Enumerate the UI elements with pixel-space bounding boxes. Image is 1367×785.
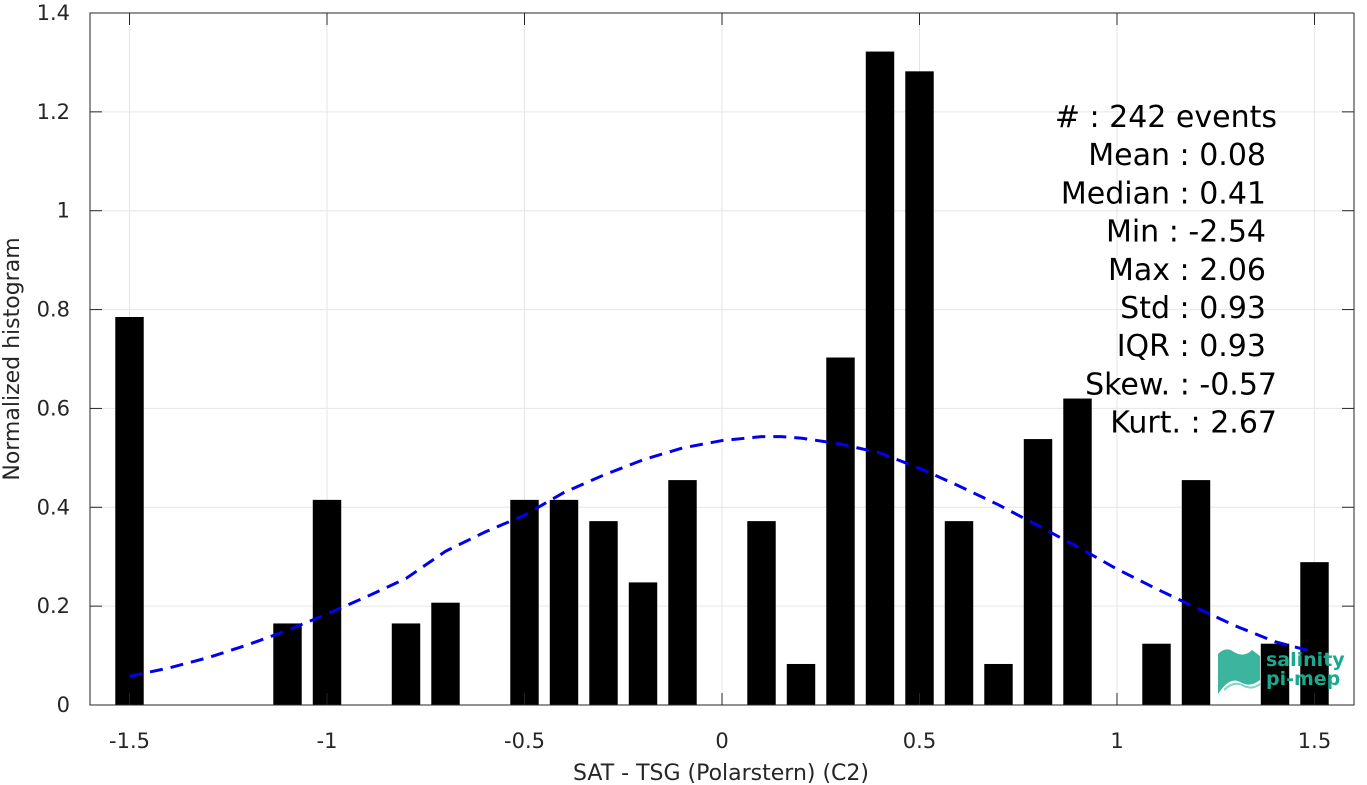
x-tick-label: 0.5 bbox=[903, 729, 936, 753]
histogram-bar bbox=[668, 480, 697, 705]
y-tick-label: 0.4 bbox=[37, 495, 70, 519]
y-tick-label: 1.4 bbox=[37, 1, 70, 25]
stat-line: Max : 2.06 bbox=[1108, 253, 1266, 288]
stat-line: IQR : 0.93 bbox=[1117, 329, 1266, 364]
stat-line: Median : 0.41 bbox=[1061, 176, 1266, 211]
y-tick-label: 0 bbox=[57, 693, 70, 717]
histogram-bar bbox=[589, 521, 618, 705]
stat-line: Std : 0.93 bbox=[1120, 291, 1266, 326]
histogram-bar bbox=[312, 499, 342, 705]
y-tick-label: 1 bbox=[57, 199, 70, 223]
x-tick-label: 0 bbox=[715, 729, 728, 753]
x-tick-label: -1 bbox=[317, 729, 338, 753]
histogram-bar bbox=[905, 71, 934, 706]
histogram-bar bbox=[431, 602, 460, 705]
histogram-bar bbox=[984, 663, 1013, 705]
histogram-bar bbox=[1023, 439, 1053, 705]
histogram-bar bbox=[865, 51, 895, 706]
y-tick-label: 0.8 bbox=[37, 298, 70, 322]
normal-fit-curve bbox=[129, 435, 1315, 678]
histogram-bar bbox=[944, 521, 974, 705]
x-tick-label: -1.5 bbox=[109, 729, 150, 753]
stat-line: Min : -2.54 bbox=[1106, 215, 1266, 250]
stat-line: Mean : 0.08 bbox=[1088, 138, 1266, 173]
stat-line: Kurt. : 2.67 bbox=[1110, 406, 1277, 441]
histogram-bar bbox=[826, 357, 855, 705]
stat-line: # : 242 events bbox=[1055, 100, 1277, 135]
x-tick-label: 1 bbox=[1110, 729, 1123, 753]
salinity-pimep-logo: salinity pi-mep bbox=[1218, 649, 1345, 694]
y-tick-label: 0.2 bbox=[37, 594, 70, 618]
histogram-bar bbox=[391, 623, 421, 705]
logo-wave-mark bbox=[1218, 649, 1260, 694]
histogram-bar bbox=[786, 663, 816, 705]
tick-labels: -1.5 -1 -0.5 0 0.5 1 1.5 0 0.2 0.4 0.6 0.8 1 1.2 1.4 bbox=[37, 1, 1332, 753]
histogram-bar bbox=[1260, 643, 1290, 705]
y-tick-label: 0.6 bbox=[37, 396, 70, 420]
histogram-bar bbox=[549, 499, 579, 705]
histogram-bar bbox=[1142, 643, 1171, 705]
logo-text-pimep: pi-mep bbox=[1266, 668, 1340, 690]
logo-wave-mark-2 bbox=[1223, 682, 1261, 691]
x-tick-label: -0.5 bbox=[504, 729, 545, 753]
y-axis-label: Normalized histogram bbox=[0, 237, 25, 480]
x-tick-label: 1.5 bbox=[1298, 729, 1331, 753]
histogram-bar bbox=[628, 582, 658, 705]
y-tick-label: 1.2 bbox=[37, 100, 70, 124]
histogram-bar bbox=[510, 499, 539, 705]
logo-text-salinity: salinity bbox=[1266, 649, 1345, 671]
plot-axes-box bbox=[89, 12, 1355, 706]
histogram-bar bbox=[115, 316, 144, 705]
histogram-bar bbox=[1181, 480, 1211, 705]
histogram-bar bbox=[273, 623, 302, 705]
stat-line: Skew. : -0.57 bbox=[1085, 367, 1277, 402]
x-axis-label: SAT - TSG (Polarstern) (C2) bbox=[573, 761, 869, 785]
histogram-bar bbox=[1300, 562, 1329, 705]
histogram-bar bbox=[747, 521, 776, 705]
